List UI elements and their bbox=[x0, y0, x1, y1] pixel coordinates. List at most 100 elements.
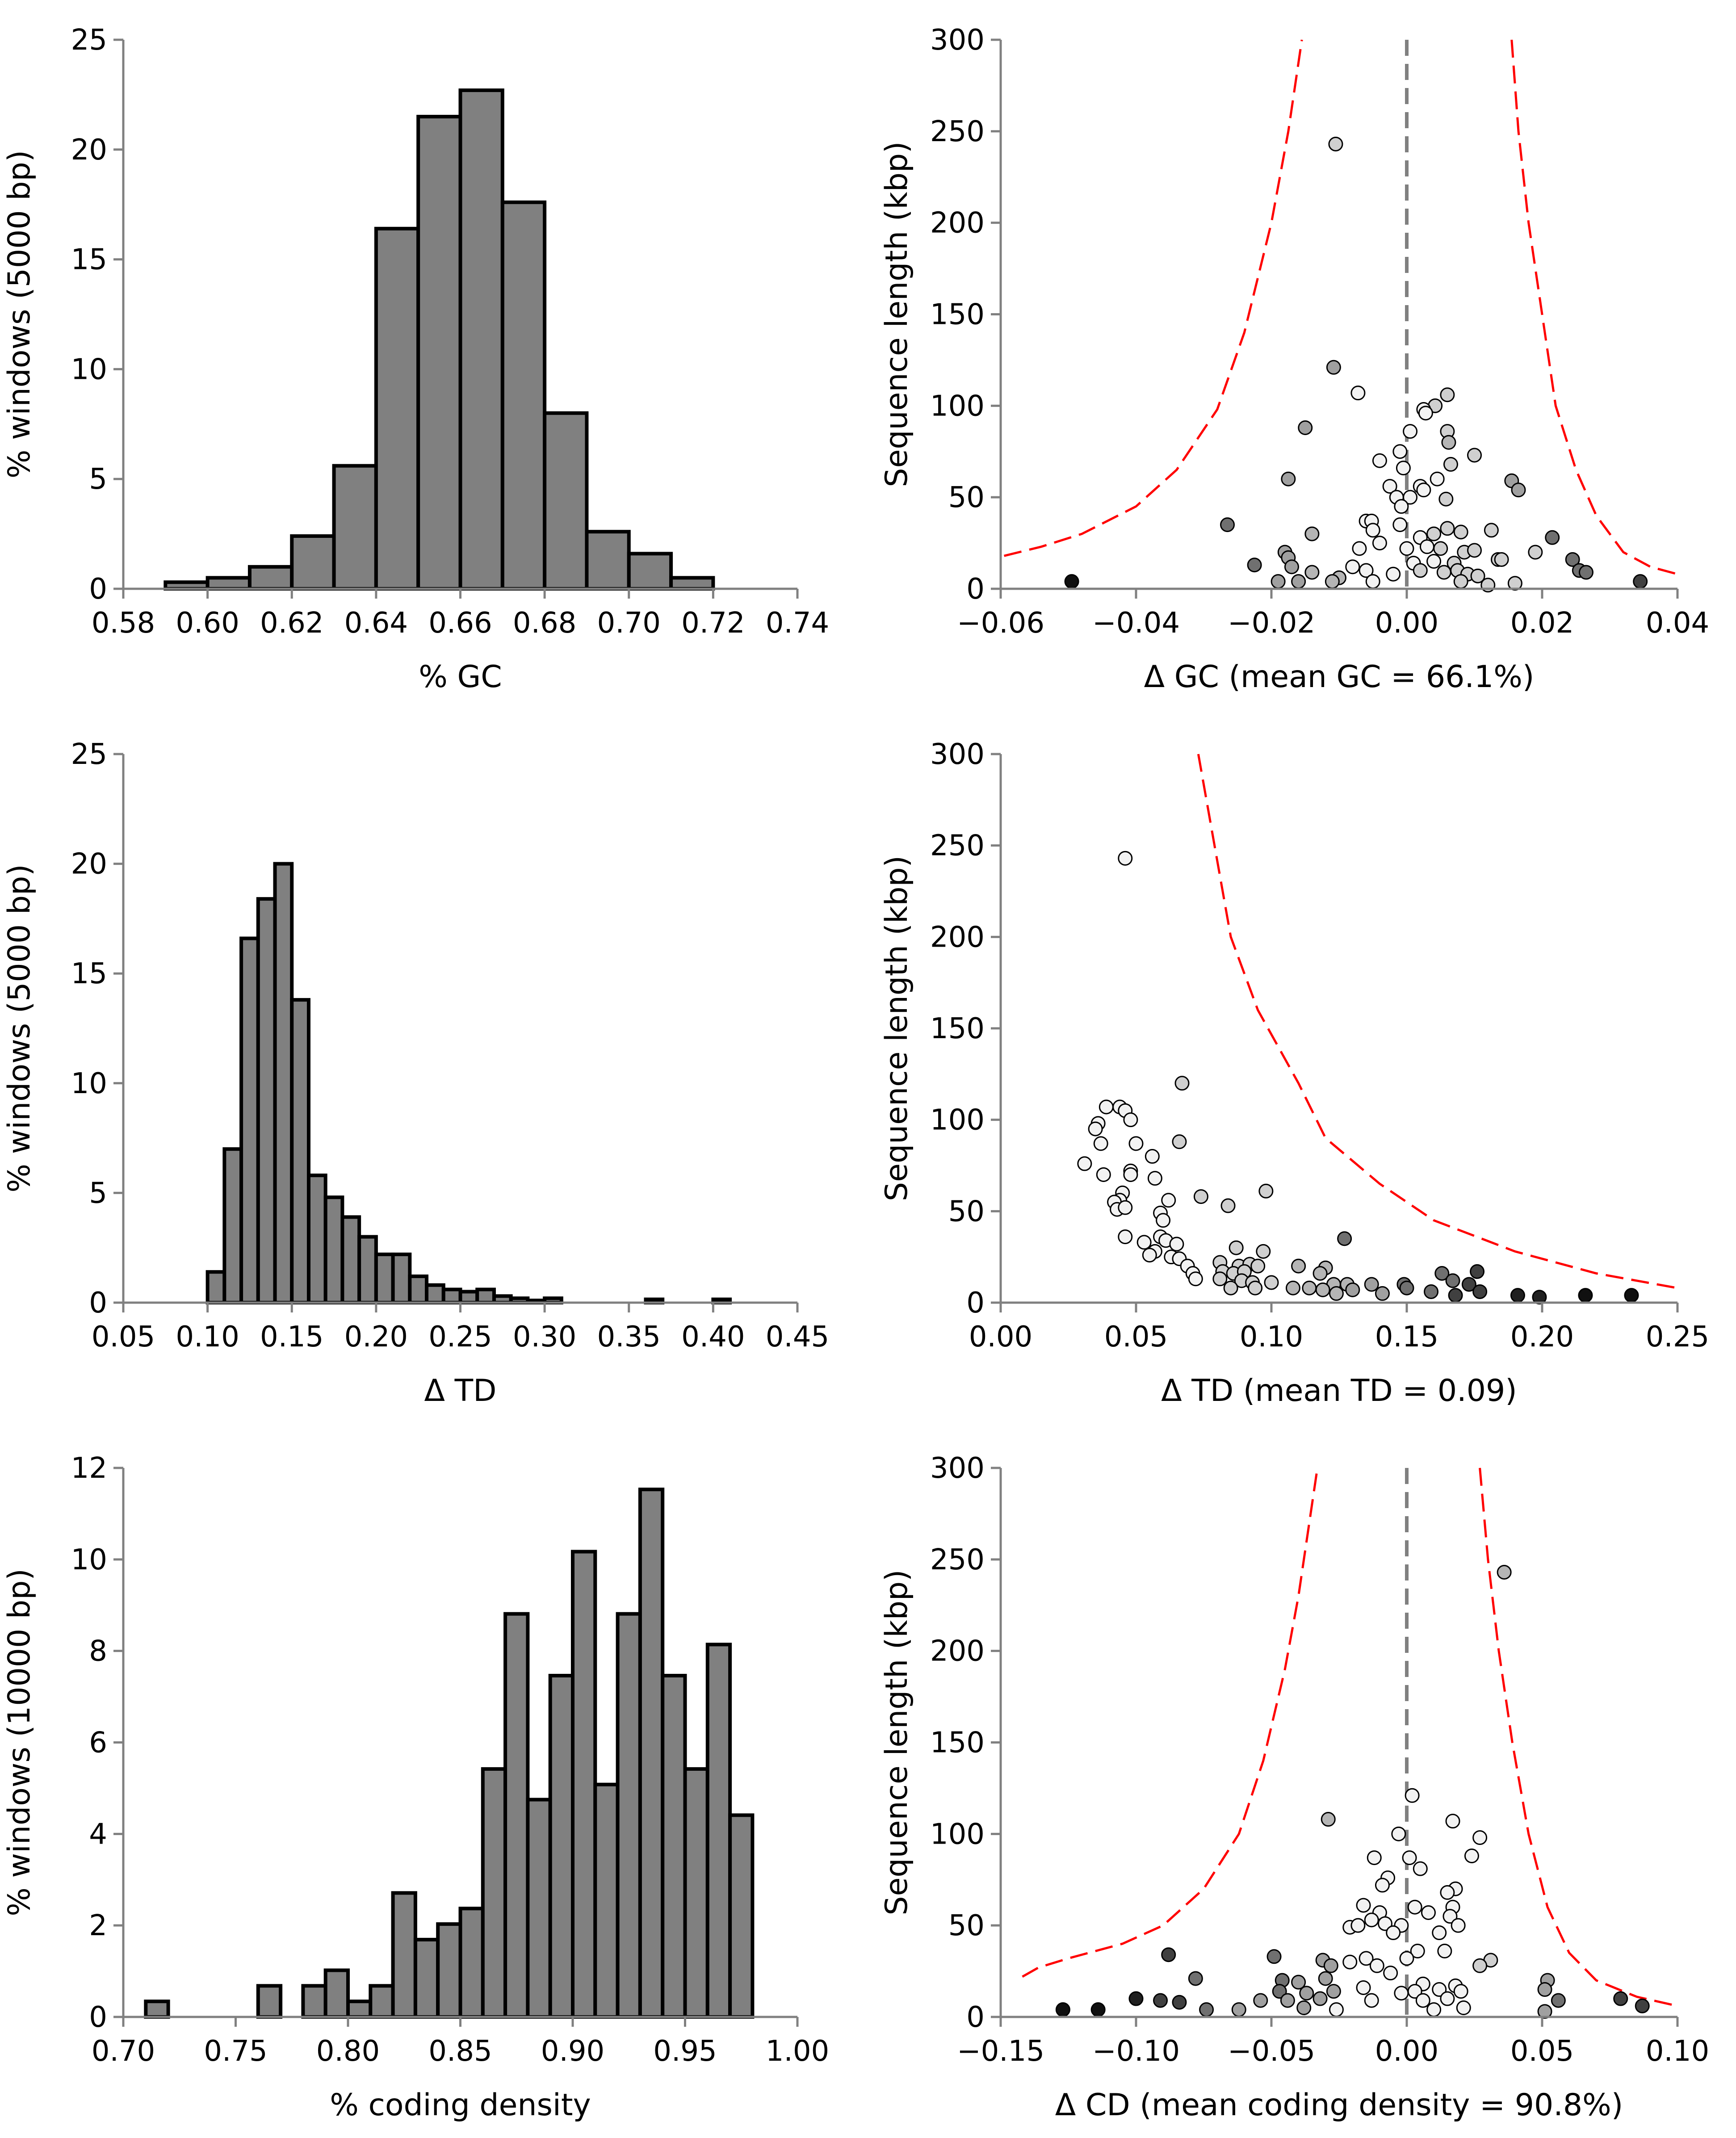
scatter-point bbox=[1318, 1971, 1333, 1986]
scatter-point bbox=[1407, 1899, 1422, 1915]
scatter-point bbox=[1386, 1925, 1401, 1941]
scatter-point bbox=[1467, 543, 1482, 558]
scatter-point bbox=[1323, 1958, 1338, 1973]
scatter-point bbox=[1438, 491, 1454, 507]
scatter-point bbox=[1345, 1282, 1360, 1297]
y-tick-label: 150 bbox=[930, 1727, 985, 1760]
scatter-point bbox=[1118, 1200, 1133, 1215]
panel-cd-hist: 0.70 0.75 0.80 0.85 0.90 0.95 1.00 0 2 4 6 8 10 12 % c… bbox=[2, 1452, 829, 2123]
scatter-point bbox=[1359, 1951, 1374, 1966]
y-tick-label: 10 bbox=[71, 1543, 107, 1576]
x-tick-label: 0.00 bbox=[969, 1321, 1033, 1354]
histogram-bar bbox=[301, 1984, 327, 2019]
panel-gc-hist: 0.58 0.60 0.62 0.64 0.66 0.68 0.70 0.72 0.74 0 5 10… bbox=[2, 24, 829, 695]
scatter-point bbox=[1193, 1189, 1208, 1204]
scatter-point bbox=[1378, 1916, 1393, 1931]
x-tick-label: 0.25 bbox=[428, 1321, 492, 1354]
y-tick-label: 10 bbox=[71, 353, 107, 386]
x-tick-label: 0.02 bbox=[1510, 607, 1574, 640]
scatter-point bbox=[1369, 1958, 1384, 1973]
scatter-point bbox=[1511, 482, 1526, 498]
scatter-point bbox=[1172, 1134, 1187, 1149]
scatter-point bbox=[1440, 1885, 1455, 1900]
x-tick-label: 0.00 bbox=[1375, 607, 1439, 640]
confidence-bound-curve bbox=[1197, 754, 1678, 1289]
scatter-point bbox=[1161, 1193, 1176, 1208]
histogram-bar bbox=[239, 936, 260, 1304]
x-axis-label: Δ TD bbox=[424, 1373, 496, 1409]
scatter-point bbox=[1352, 541, 1367, 556]
y-tick-label: 25 bbox=[71, 24, 107, 57]
histogram-bar bbox=[669, 576, 715, 591]
scatter-point bbox=[1123, 1112, 1138, 1128]
scatter-point bbox=[1426, 2002, 1442, 2017]
scatter-point bbox=[1250, 1258, 1266, 1274]
scatter-point bbox=[1441, 435, 1456, 450]
scatter-point bbox=[1169, 1237, 1184, 1252]
y-axis-label: Sequence length (kbp) bbox=[879, 141, 914, 487]
histogram-bar bbox=[728, 1813, 755, 2019]
scatter-point bbox=[1304, 526, 1320, 541]
scatter-point bbox=[1321, 1812, 1336, 1827]
scatter-point bbox=[1326, 1984, 1341, 1999]
y-tick-label: 300 bbox=[930, 738, 985, 771]
scatter-point bbox=[1326, 360, 1341, 375]
scatter-point bbox=[1399, 541, 1414, 556]
scatter-point bbox=[1342, 1954, 1358, 1970]
scatter-point bbox=[1281, 471, 1296, 486]
x-tick-label: 0.66 bbox=[428, 607, 492, 640]
y-tick-label: 200 bbox=[930, 921, 985, 954]
histogram-bar bbox=[256, 897, 277, 1304]
scatter-point bbox=[1383, 1966, 1398, 1981]
y-tick-label: 6 bbox=[89, 1727, 107, 1760]
scatter-point bbox=[1337, 1231, 1352, 1246]
scatter-point bbox=[1350, 1918, 1366, 1933]
scatter-point bbox=[1359, 563, 1374, 578]
y-tick-label: 300 bbox=[930, 24, 985, 57]
scatter-point bbox=[1367, 1850, 1382, 1866]
y-tick-label: 150 bbox=[930, 298, 985, 331]
scatter-point bbox=[1372, 536, 1387, 551]
x-tick-label: 0.05 bbox=[92, 1321, 155, 1354]
scatter-point bbox=[1364, 1993, 1379, 2008]
scatter-point bbox=[1356, 1980, 1371, 1995]
scatter-point bbox=[1405, 1788, 1420, 1803]
scatter-point bbox=[1328, 137, 1343, 152]
scatter-point bbox=[1118, 1229, 1133, 1245]
histogram-bar bbox=[332, 464, 378, 591]
y-tick-label: 15 bbox=[71, 243, 107, 277]
scatter-point bbox=[1174, 1076, 1190, 1091]
y-tick-label: 50 bbox=[948, 1195, 985, 1228]
scatter-point bbox=[1443, 457, 1458, 472]
y-axis-label: % windows (5000 bp) bbox=[2, 150, 37, 478]
scatter-point bbox=[1421, 1905, 1436, 1920]
scatter-point bbox=[1484, 523, 1499, 538]
scatter-point bbox=[1229, 1240, 1244, 1255]
histogram-bar bbox=[548, 1673, 574, 2019]
x-tick-label: 0.04 bbox=[1646, 607, 1710, 640]
x-tick-label: 0.70 bbox=[92, 2035, 155, 2068]
scatter-point bbox=[1147, 1171, 1162, 1186]
scatter-point bbox=[1291, 1258, 1306, 1274]
scatter-point bbox=[1436, 565, 1451, 580]
x-tick-label: 0.80 bbox=[316, 2035, 380, 2068]
histogram-bar bbox=[369, 1984, 395, 2019]
scatter-point bbox=[1312, 1266, 1328, 1281]
y-tick-label: 200 bbox=[930, 1635, 985, 1668]
y-tick-label: 2 bbox=[89, 1909, 107, 1942]
x-tick-label: 0.10 bbox=[1240, 1321, 1304, 1354]
x-tick-label: 0.35 bbox=[597, 1321, 661, 1354]
confidence-bound-curve bbox=[1479, 1467, 1678, 2007]
scatter-point bbox=[1470, 568, 1485, 583]
scatter-point bbox=[1372, 453, 1387, 468]
scatter-point bbox=[1407, 1984, 1422, 1999]
scatter-point bbox=[1315, 1282, 1330, 1297]
x-axis-label: Δ TD (mean TD = 0.09) bbox=[1161, 1373, 1517, 1409]
histogram-bar bbox=[616, 1612, 642, 2019]
scatter-point bbox=[1467, 448, 1482, 463]
scatter-point bbox=[1391, 1826, 1406, 1841]
y-tick-label: 100 bbox=[930, 390, 985, 423]
x-tick-label: 0.64 bbox=[344, 607, 408, 640]
histogram-bar bbox=[323, 1968, 350, 2019]
scatter-point bbox=[1220, 1198, 1236, 1213]
